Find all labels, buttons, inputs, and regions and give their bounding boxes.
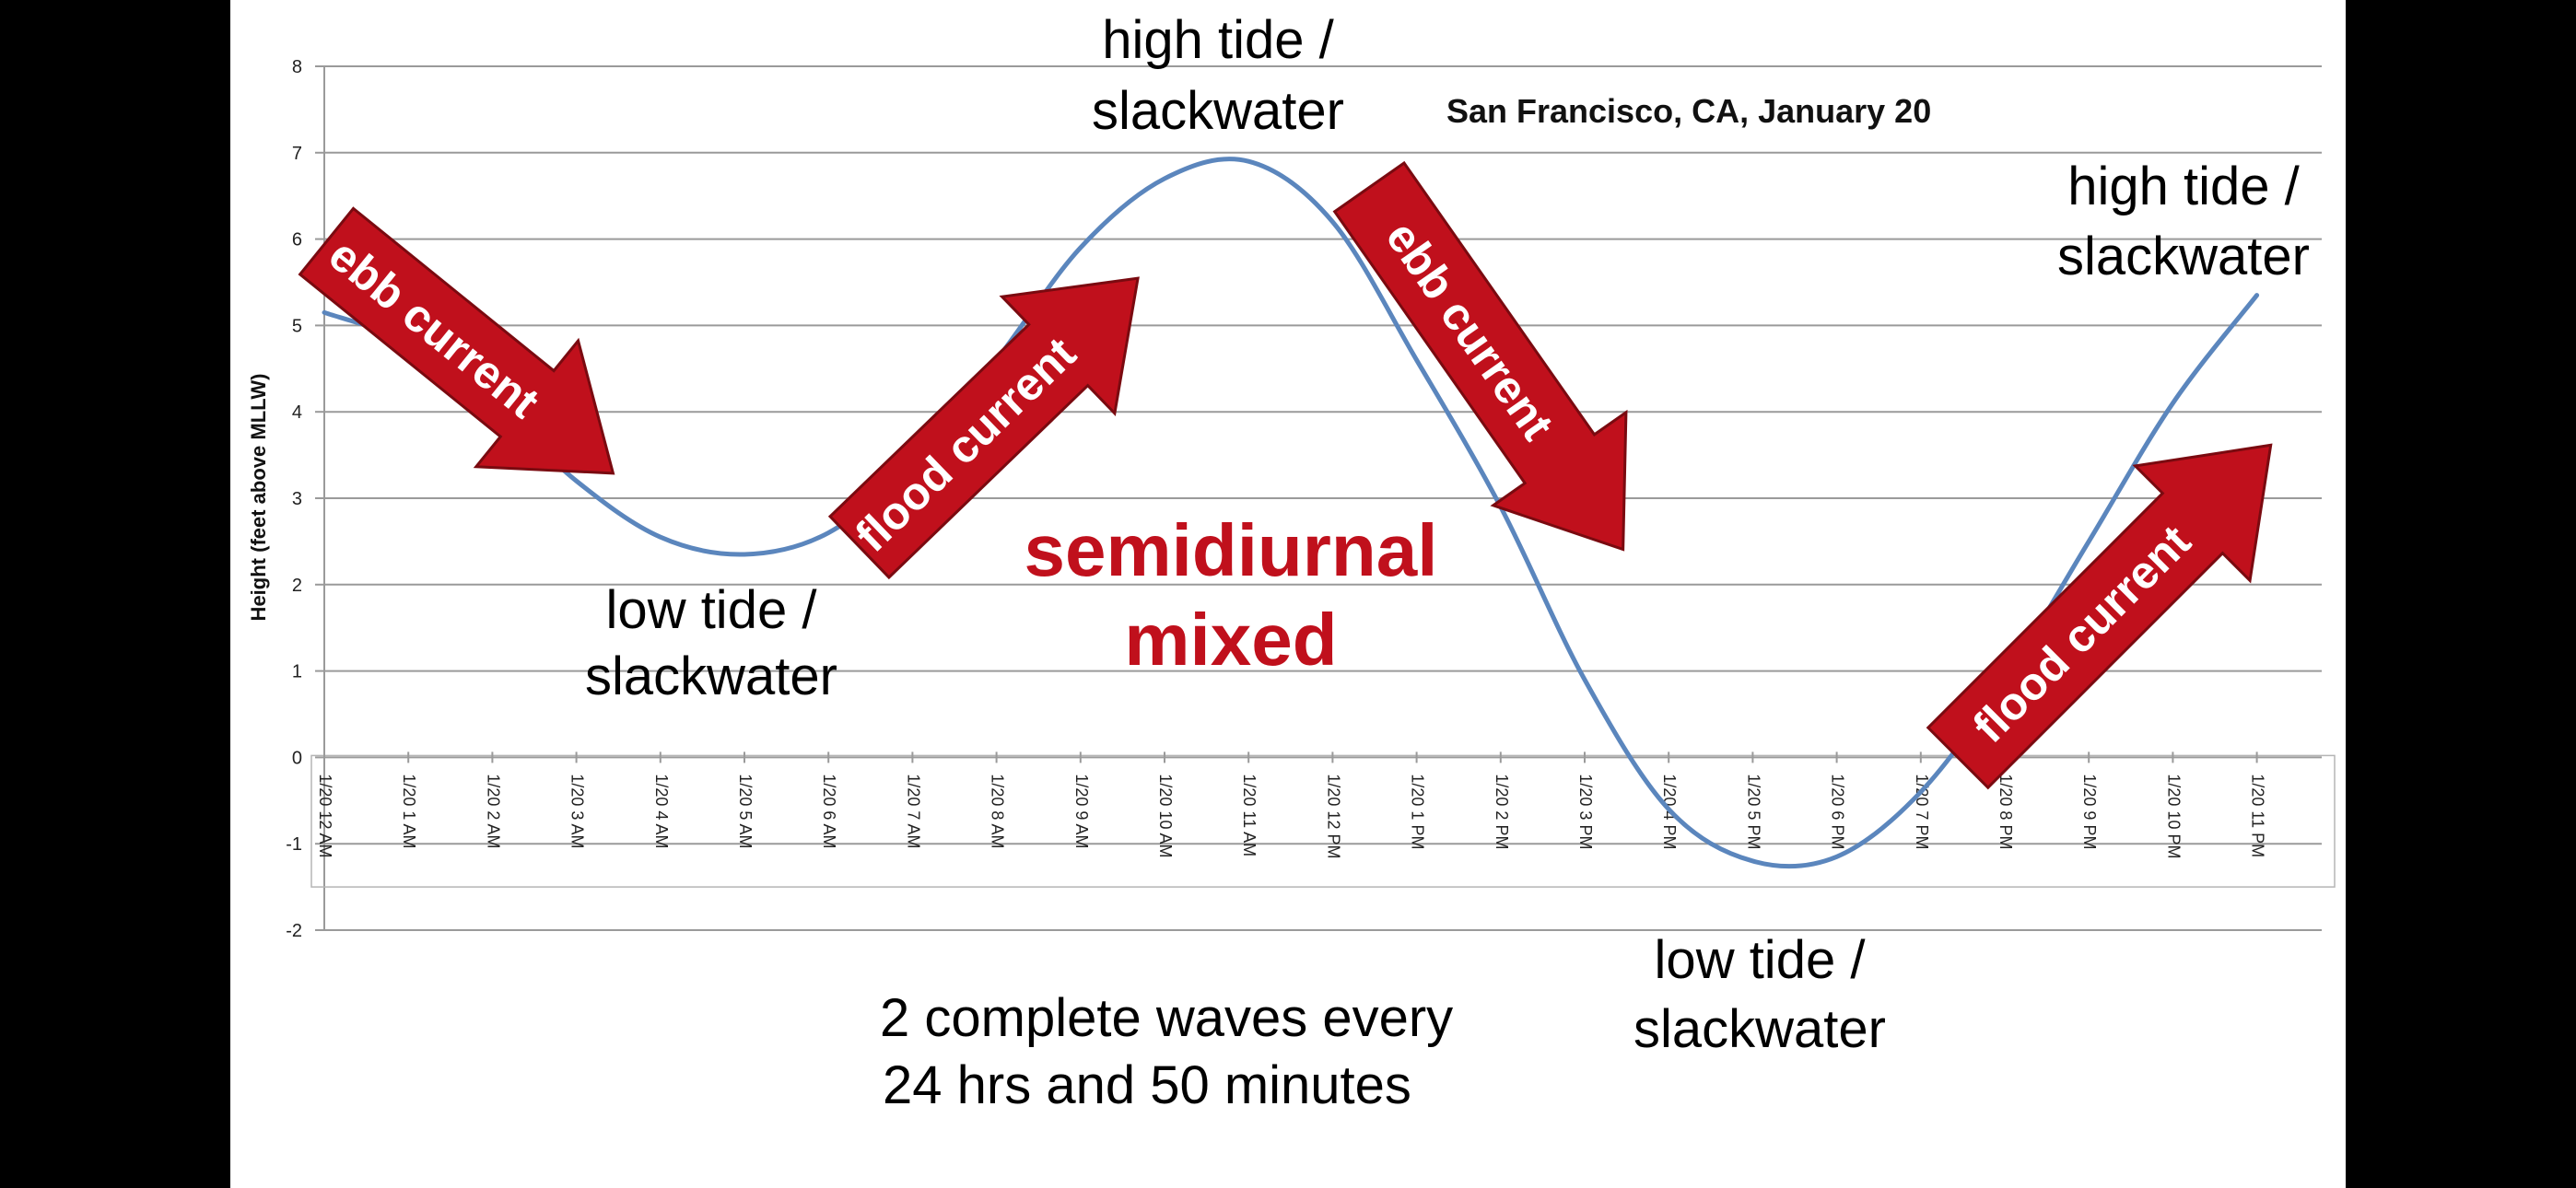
tide-type-line2: mixed [1124, 599, 1337, 681]
high-tide-label-2-line2: slackwater [2057, 227, 2310, 286]
y-tick-label: 0 [292, 748, 302, 768]
x-tick-labels: 1/20 12 AM 1/20 1 AM 1/20 2 AM 1/20 3 AM 1/2… [316, 774, 2267, 858]
low-tide-label-2-line1: low tide / [1655, 930, 1867, 990]
x-axis-band [310, 754, 2336, 888]
x-tick-label: 1/20 12 AM [316, 774, 334, 857]
x-tick-label: 1/20 10 AM [1156, 774, 1175, 857]
x-tick-label: 1/20 8 PM [1996, 774, 2015, 849]
y-tick-label: 2 [292, 576, 302, 596]
caption-line2: 24 hrs and 50 minutes [883, 1055, 1411, 1115]
x-tick-label: 1/20 3 AM [568, 774, 587, 848]
y-tick-label: 5 [292, 316, 302, 336]
high-tide-label-1-line1: high tide / [1102, 10, 1334, 70]
arrow-shape [1332, 160, 1628, 552]
caption-line1: 2 complete waves every [880, 988, 1453, 1048]
y-tick-label: -2 [286, 921, 302, 941]
low-tide-label-1-line1: low tide / [606, 580, 818, 640]
y-tick-label: 8 [292, 57, 302, 77]
high-tide-label-2-line1: high tide / [2067, 157, 2300, 216]
low-tide-label-1-line2: slackwater [585, 646, 837, 706]
x-tick-label: 1/20 6 AM [820, 774, 838, 848]
x-tick-label: 1/20 8 AM [989, 774, 1007, 848]
x-tick-label: 1/20 11 AM [1240, 774, 1259, 856]
x-tick-label: 1/20 1 PM [1409, 774, 1427, 849]
arrow-shape [1926, 443, 2273, 790]
tide-type-line1: semidiurnal [1024, 509, 1437, 591]
x-tick-label: 1/20 9 PM [2080, 774, 2099, 849]
x-tick-label: 1/20 4 AM [652, 774, 671, 848]
gridlines [310, 65, 2336, 931]
x-tick-label: 1/20 10 PM [2164, 774, 2183, 858]
x-tick-label: 1/20 12 PM [1324, 774, 1342, 858]
x-tick-label: 1/20 7 AM [904, 774, 922, 848]
current-arrows: ebb current flood current ebb currentflood… [298, 160, 2273, 790]
y-axis-label: Height (feet above MLLW) [247, 374, 270, 622]
chart-title: San Francisco, CA, January 20 [1446, 92, 1931, 130]
x-tick-label: 1/20 11 PM [2249, 774, 2267, 857]
y-tick-label: 3 [292, 489, 302, 509]
x-tick-label: 1/20 5 AM [736, 774, 755, 848]
current-arrow-4: flood current [1926, 443, 2273, 790]
high-tide-label-1-line2: slackwater [1092, 81, 1344, 141]
arrow-shape [298, 206, 615, 475]
y-tick-label: 7 [292, 144, 302, 164]
x-tick-label: 1/20 6 PM [1829, 774, 1847, 849]
x-tick-label: 1/20 9 AM [1072, 774, 1091, 848]
y-tick-labels: -2 -1 0 1 2 3 4 5 6 7 8 [286, 57, 302, 941]
y-tick-label: 1 [292, 662, 302, 682]
y-tick-label: -1 [286, 834, 302, 855]
arrow-shape [827, 276, 1140, 580]
x-tick-label: 1/20 1 AM [400, 774, 418, 848]
slide-background [230, 0, 2346, 1188]
arrow-label: ebb current [1376, 212, 1564, 449]
x-tick-label: 1/20 3 PM [1576, 774, 1595, 849]
current-arrow-1: ebb current [298, 206, 615, 475]
arrow-label: ebb current [320, 228, 549, 428]
y-tick-label: 6 [292, 230, 302, 250]
y-tick-label: 4 [292, 402, 302, 423]
x-tick-label: 1/20 2 PM [1493, 774, 1511, 849]
x-tick-label: 1/20 2 AM [484, 774, 502, 848]
x-tick-label: 1/20 5 PM [1744, 774, 1762, 849]
low-tide-label-2-line2: slackwater [1633, 999, 1886, 1059]
